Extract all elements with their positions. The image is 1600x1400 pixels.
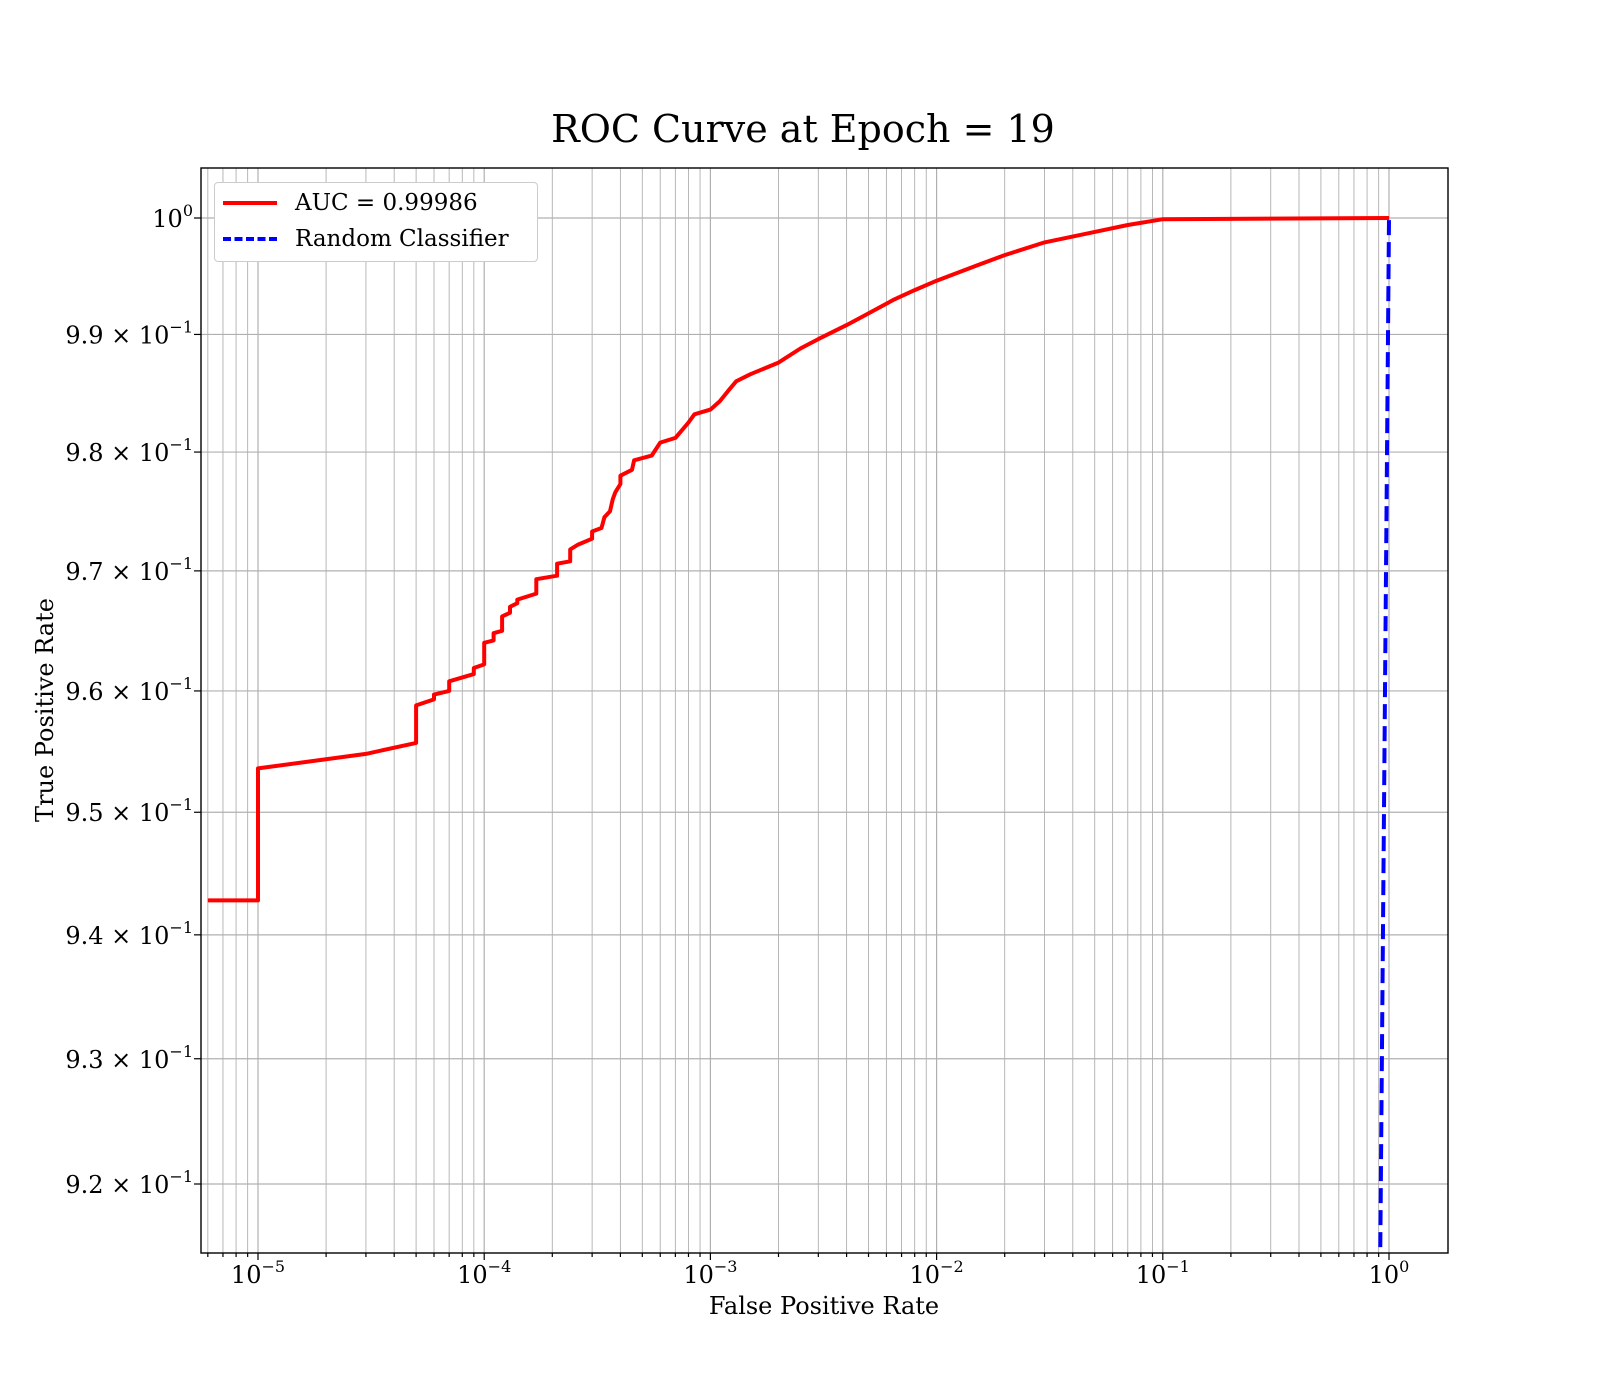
y-axis-label: True Positive Rate (31, 598, 59, 822)
series-layer (207, 216, 1391, 1248)
random-classifier-line (1378, 217, 1391, 1248)
y-tick-label: 9.9 × 10−1 (65, 317, 193, 349)
grid (201, 168, 1448, 1253)
roc-curve-line (207, 216, 1390, 903)
y-tick-label: 9.4 × 10−1 (65, 918, 193, 950)
legend-label-auc: AUC = 0.99986 (295, 190, 478, 216)
legend-item-auc: AUC = 0.99986 (223, 185, 478, 221)
x-axis-label: False Positive Rate (709, 1292, 939, 1320)
x-tick-labels: 10−5 10−4 10−3 10−2 10−1 100 (231, 1257, 1409, 1289)
y-tick-label: 9.6 × 10−1 (65, 674, 193, 706)
y-tick-labels: 100 9.9 × 10−1 9.8 × 10−1 9.7 × 10−1 9.6 × 1… (65, 201, 193, 1199)
legend-label-random-classifier: Random Classifier (295, 226, 509, 252)
y-tick-label: 100 (152, 201, 193, 233)
y-tick-label: 9.8 × 10−1 (65, 435, 193, 467)
x-tick-label: 10−3 (683, 1257, 737, 1289)
y-tick-label: 9.7 × 10−1 (65, 554, 193, 586)
chart-title: ROC Curve at Epoch = 19 (551, 107, 1055, 151)
legend: AUC = 0.99986 Random Classifier (214, 182, 538, 262)
x-tick-label: 100 (1369, 1257, 1410, 1289)
y-tick-label: 9.3 × 10−1 (65, 1042, 193, 1074)
legend-item-random-classifier: Random Classifier (223, 221, 509, 257)
y-tick-label: 9.5 × 10−1 (65, 795, 193, 827)
x-tick-label: 10−5 (231, 1257, 285, 1289)
x-tick-label: 10−4 (457, 1257, 511, 1289)
tick-marks (194, 217, 1390, 1260)
legend-swatch-red-line (223, 201, 277, 205)
x-tick-label: 10−2 (910, 1257, 964, 1289)
legend-swatch-blue-dashed-line (223, 237, 277, 241)
x-tick-label: 10−1 (1136, 1257, 1190, 1289)
y-tick-label: 9.2 × 10−1 (65, 1167, 193, 1199)
plot-frame (200, 167, 1449, 1254)
